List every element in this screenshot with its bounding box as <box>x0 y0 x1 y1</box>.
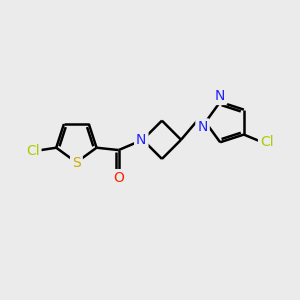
Text: Cl: Cl <box>260 135 274 149</box>
Text: N: N <box>197 120 208 134</box>
Text: N: N <box>215 89 225 103</box>
Text: N: N <box>136 133 146 147</box>
Text: S: S <box>72 156 81 170</box>
Text: Cl: Cl <box>26 144 40 158</box>
Text: O: O <box>113 171 124 185</box>
